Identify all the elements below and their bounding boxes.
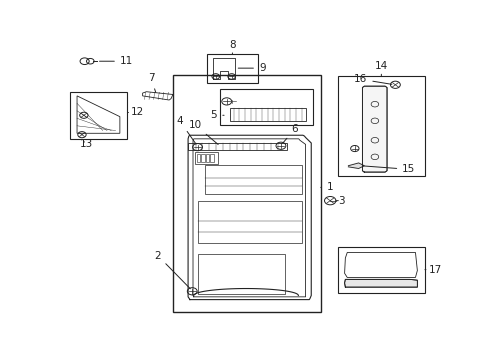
Bar <box>196 154 200 162</box>
Polygon shape <box>347 163 364 168</box>
Text: 6: 6 <box>282 124 298 143</box>
Bar <box>173 75 320 312</box>
Bar <box>337 76 424 176</box>
Bar <box>206 54 258 84</box>
Text: 4: 4 <box>177 116 196 144</box>
Text: 8: 8 <box>229 40 235 54</box>
Bar <box>201 154 204 162</box>
Bar <box>229 108 305 121</box>
Text: 10: 10 <box>188 120 218 144</box>
Bar <box>197 201 301 243</box>
Text: 5: 5 <box>210 110 224 120</box>
Text: 13: 13 <box>79 139 92 149</box>
Polygon shape <box>344 279 416 287</box>
Text: 17: 17 <box>424 265 441 275</box>
Text: 2: 2 <box>154 251 190 289</box>
Bar <box>197 254 284 294</box>
Bar <box>337 247 424 293</box>
Text: 9: 9 <box>238 63 265 73</box>
Text: 1: 1 <box>320 183 332 192</box>
Bar <box>210 154 213 162</box>
Bar <box>195 152 218 164</box>
Text: 14: 14 <box>374 62 387 76</box>
Text: 15: 15 <box>363 164 415 174</box>
Bar <box>205 154 209 162</box>
Text: 16: 16 <box>353 74 391 84</box>
Polygon shape <box>362 86 386 172</box>
Text: 11: 11 <box>100 56 133 66</box>
Text: 12: 12 <box>127 108 144 117</box>
Bar <box>205 165 301 194</box>
Text: 7: 7 <box>148 73 156 93</box>
Bar <box>188 143 286 150</box>
Bar <box>70 92 127 139</box>
Text: 3: 3 <box>335 195 344 206</box>
Bar <box>220 89 312 125</box>
